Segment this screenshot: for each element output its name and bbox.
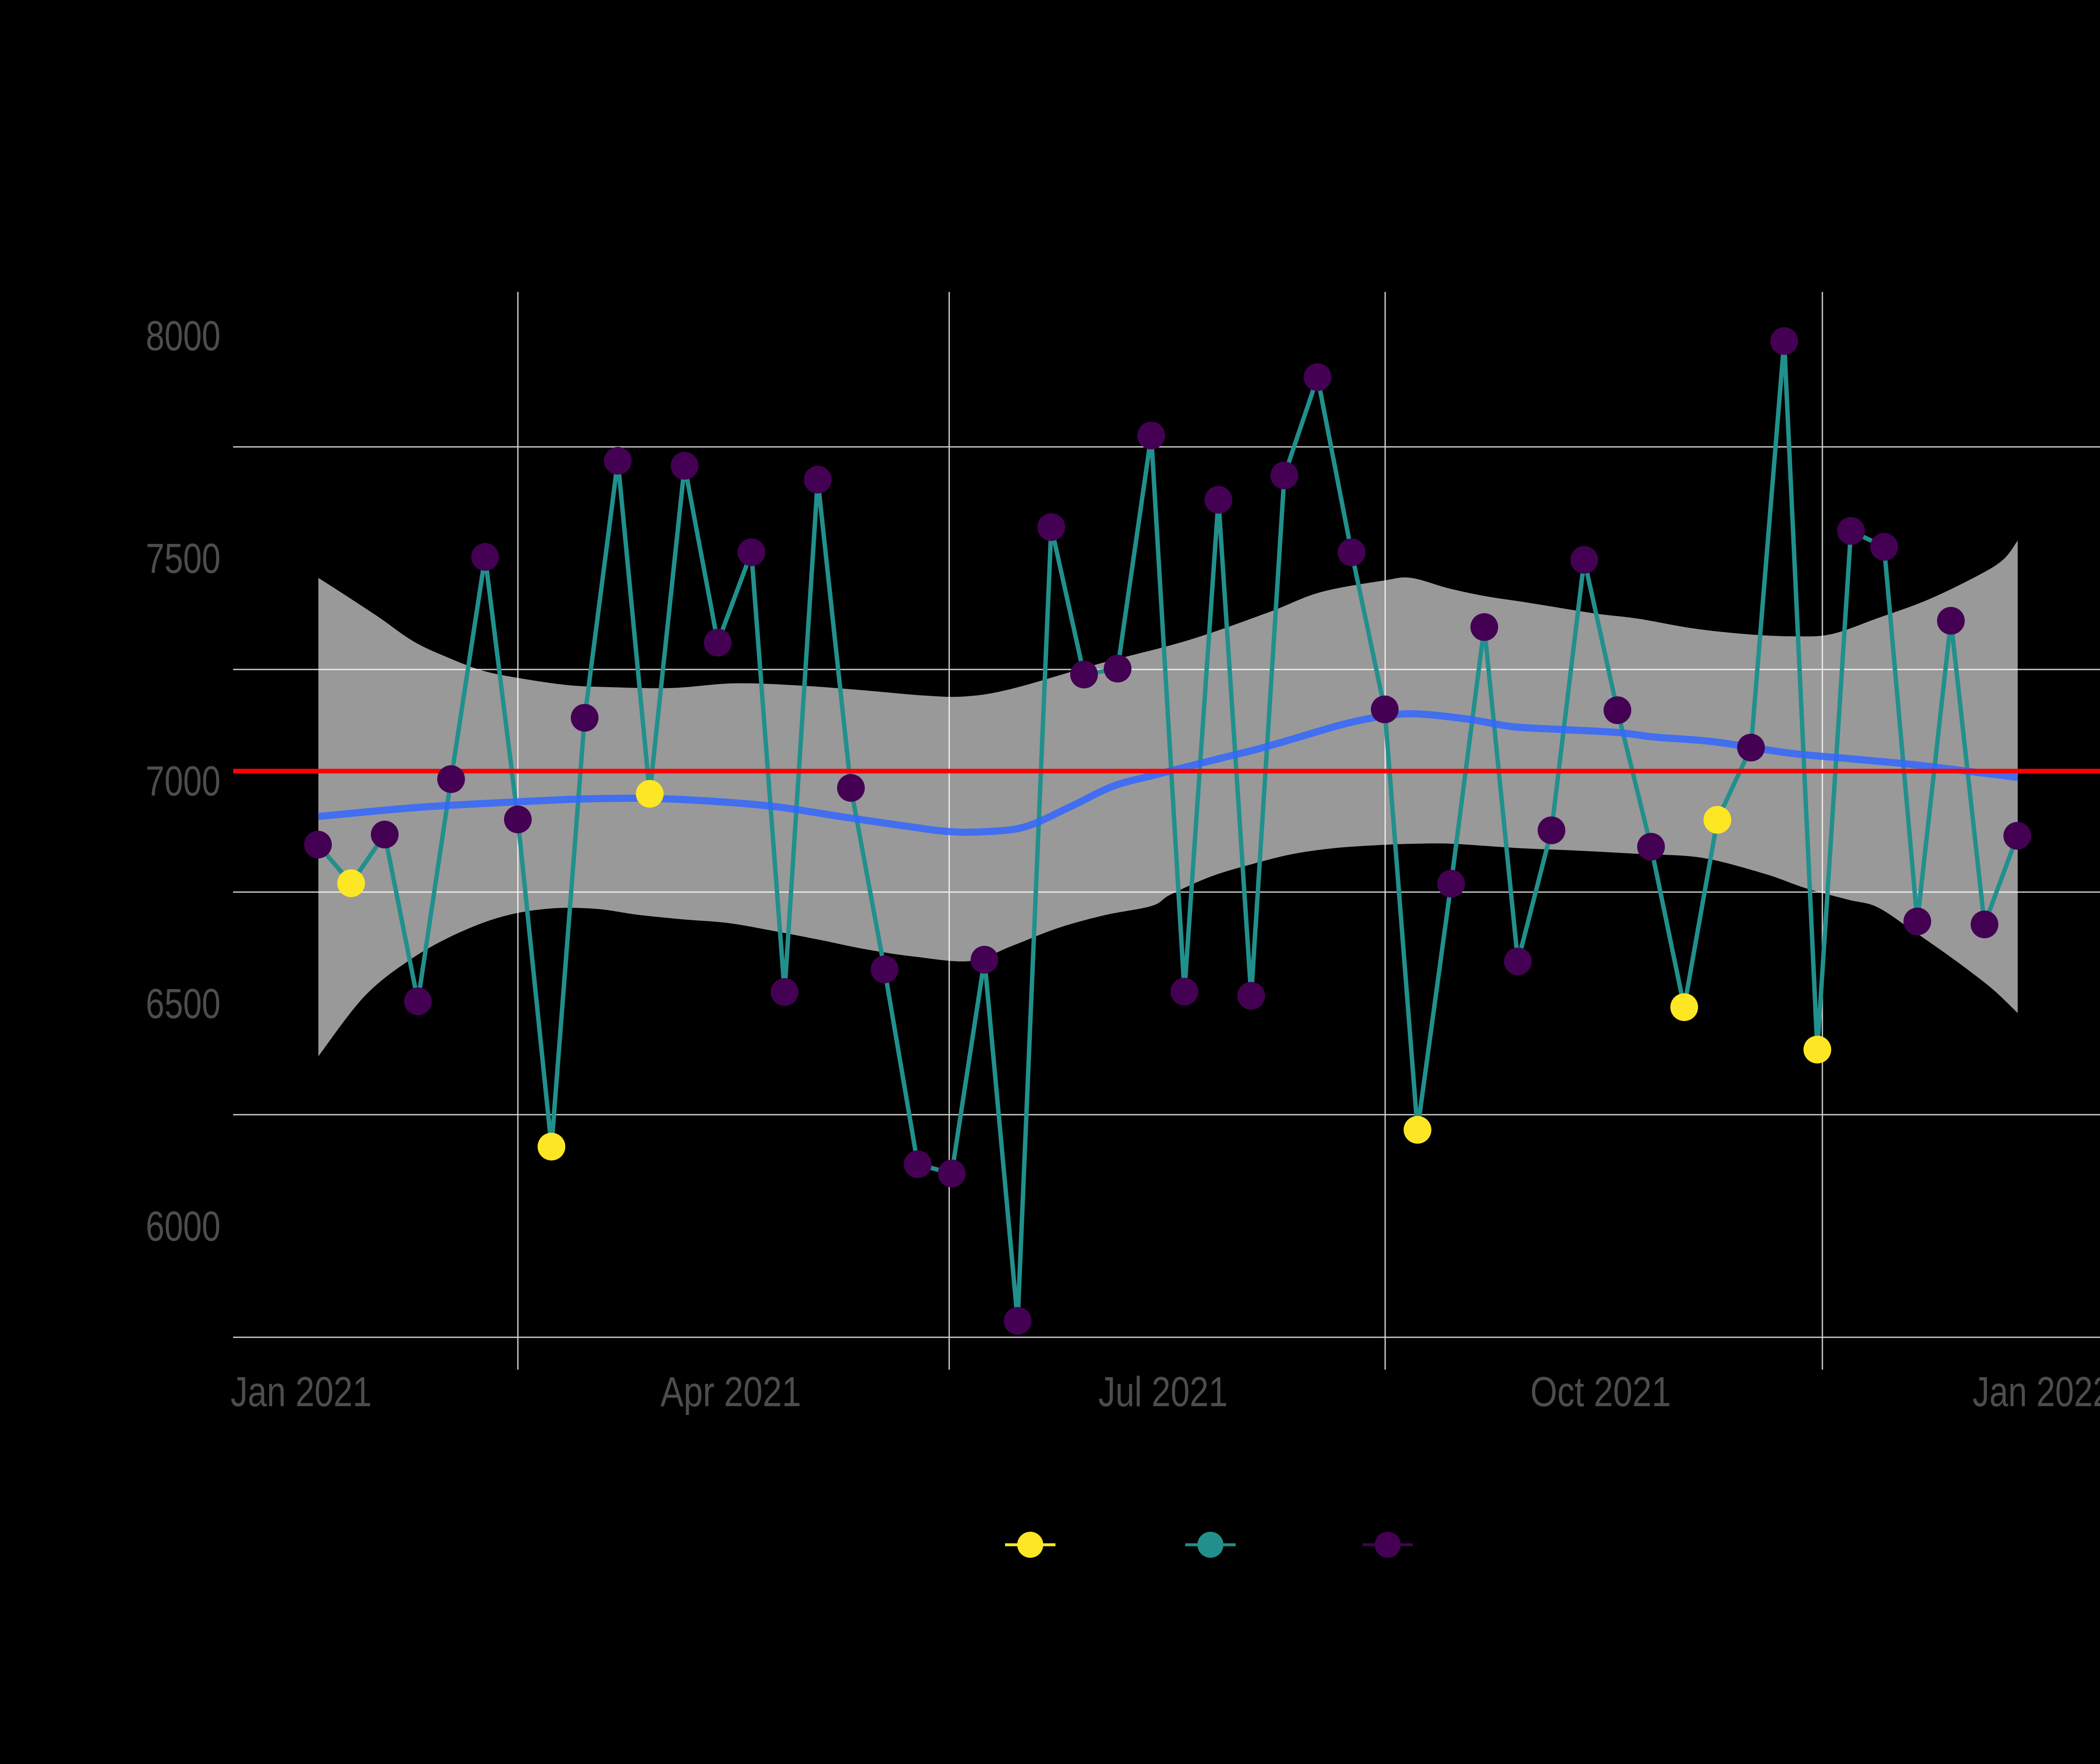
- svg-text:7000: 7000: [146, 758, 220, 805]
- svg-text:Oct 2021: Oct 2021: [1530, 1368, 1671, 1415]
- svg-text:8000: 8000: [146, 312, 220, 360]
- svg-text:Apr 2021: Apr 2021: [661, 1368, 801, 1415]
- svg-text:7500: 7500: [146, 535, 220, 582]
- svg-text:6500: 6500: [146, 980, 220, 1027]
- svg-text:Jan 2021: Jan 2021: [231, 1368, 372, 1415]
- svg-text:Jul 2021: Jul 2021: [1098, 1368, 1228, 1415]
- svg-text:6000: 6000: [146, 1203, 220, 1250]
- svg-text:Jan 2022: Jan 2022: [1973, 1368, 2100, 1415]
